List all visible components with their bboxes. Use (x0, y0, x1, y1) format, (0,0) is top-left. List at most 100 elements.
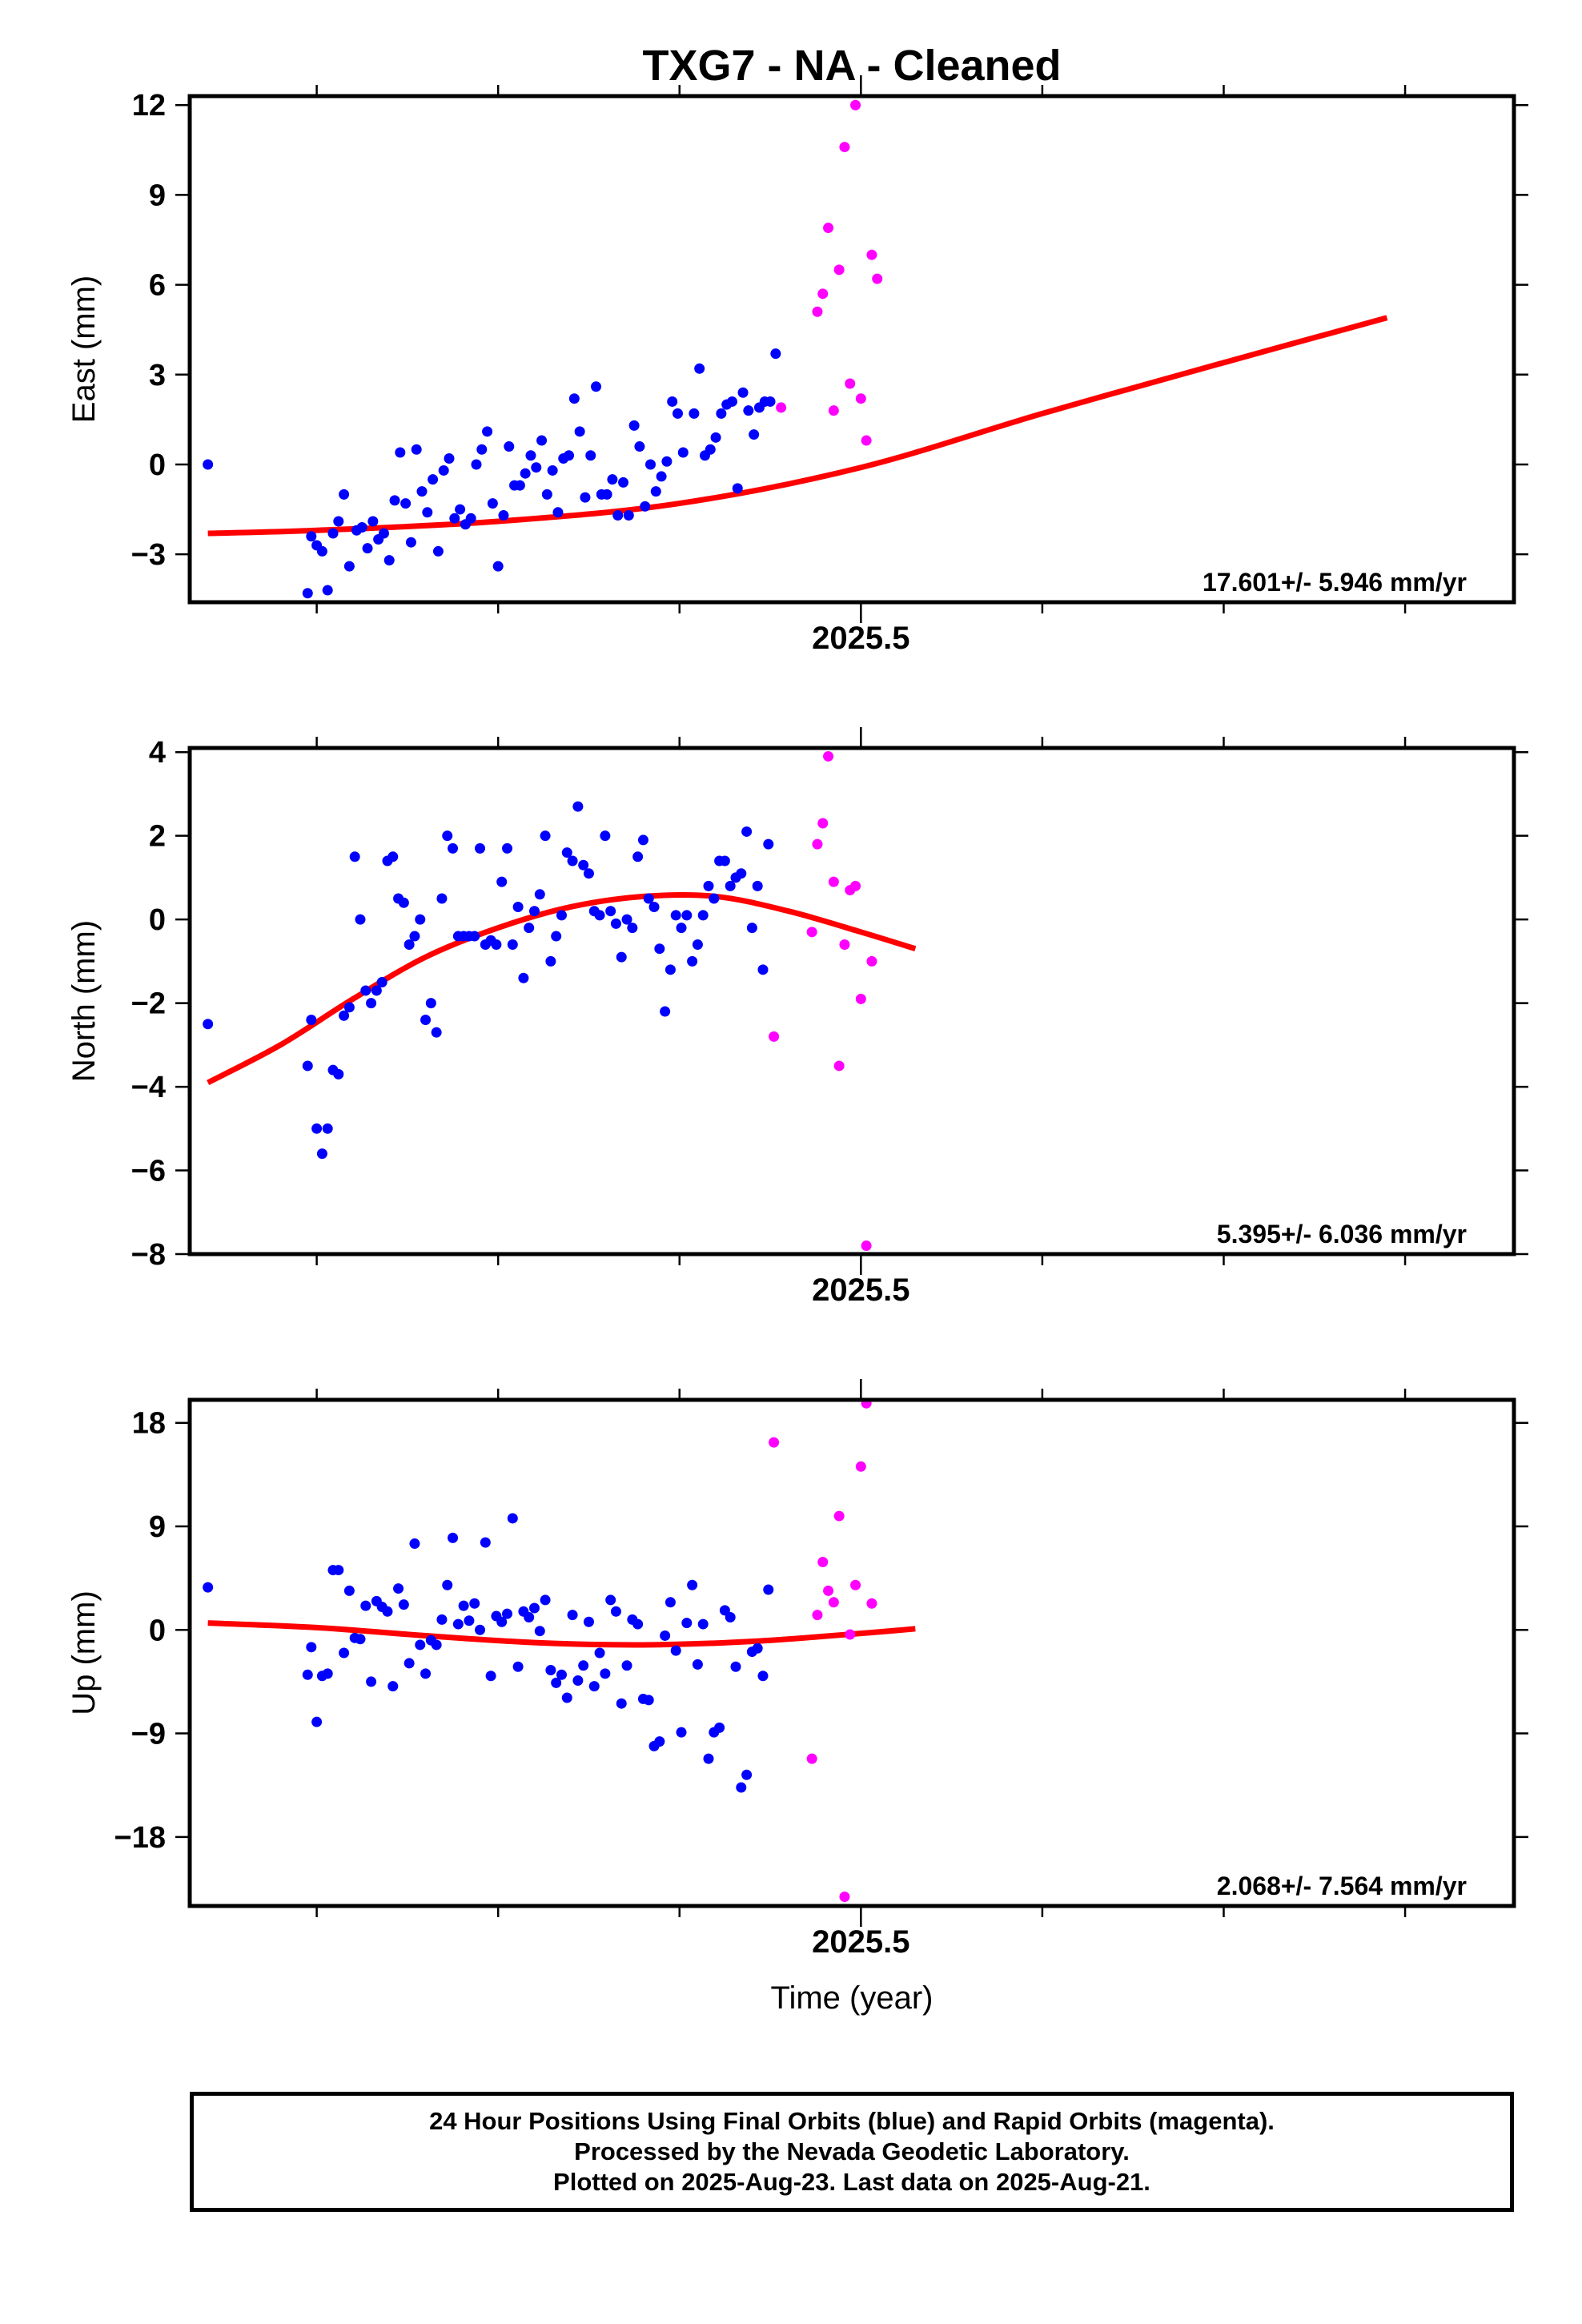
east-final-point (536, 435, 548, 446)
up-final-point (703, 1753, 714, 1764)
east-final-point (585, 450, 596, 461)
east-final-point (405, 537, 416, 548)
up-rapid-point (850, 1579, 861, 1590)
east-final-point (765, 396, 776, 407)
north-final-point (306, 1015, 317, 1026)
up-final-point (306, 1642, 317, 1653)
north-final-point (757, 964, 769, 975)
north-ytick-label: −4 (131, 1071, 166, 1104)
east-final-point (525, 450, 536, 461)
north-final-point (360, 985, 371, 996)
east-final-point (628, 420, 640, 431)
up-final-point (763, 1584, 774, 1595)
north-final-point (583, 868, 594, 879)
up-rapid-point (845, 1629, 856, 1640)
north-final-point (311, 1123, 323, 1134)
north-ytick-label: 4 (149, 736, 166, 770)
east-final-point (471, 459, 482, 470)
east-final-point (732, 483, 743, 494)
up-rapid-point (817, 1557, 829, 1568)
north-data (203, 750, 917, 1252)
up-final-point (676, 1727, 687, 1738)
east-final-point (416, 486, 428, 497)
north-final-point (567, 855, 578, 866)
up-final-point (752, 1642, 763, 1654)
east-final-point (634, 441, 645, 452)
east-final-point (640, 501, 651, 512)
up-final-point (387, 1681, 399, 1692)
up-final-point (605, 1594, 616, 1606)
north-final-point (333, 1068, 344, 1080)
east-final-point (492, 561, 504, 572)
north-final-point (316, 1148, 327, 1160)
north-final-point (415, 914, 426, 925)
east-final-point (339, 489, 350, 500)
up-final-point (736, 1782, 747, 1793)
east-final-point (389, 495, 400, 506)
chart-title: TXG7 - NA - Cleaned (642, 42, 1061, 90)
north-rapid-point (828, 876, 839, 887)
up-final-point (366, 1676, 377, 1687)
up-rapid-point (806, 1753, 817, 1764)
up-rapid-point (861, 1400, 872, 1409)
east-final-point (677, 447, 689, 458)
up-ytick-label: −9 (131, 1718, 166, 1751)
east-final-point (327, 528, 339, 539)
east-final-point (650, 486, 661, 497)
up-rapid-point (812, 1610, 823, 1621)
up-final-point (420, 1668, 432, 1679)
east-final-point (547, 464, 558, 476)
up-final-point (741, 1769, 753, 1780)
east-final-point (601, 489, 612, 500)
up-final-point (507, 1513, 518, 1524)
north-rapid-point (850, 880, 861, 891)
east-final-point (672, 408, 683, 419)
up-final-point (404, 1658, 415, 1669)
north-final-point (697, 910, 709, 921)
east-rapid-point (776, 402, 787, 413)
east-rapid-point (833, 264, 845, 275)
east-xtick-label: 2025.5 (812, 621, 909, 656)
east-final-point (498, 510, 509, 521)
east-final-point (514, 480, 525, 491)
north-rapid-point (817, 818, 829, 829)
up-final-point (343, 1585, 355, 1596)
north-final-point (540, 830, 551, 842)
north-final-point (660, 1006, 671, 1017)
north-final-point (507, 939, 518, 950)
north-final-point (322, 1123, 333, 1134)
north-ylabel: North (mm) (66, 920, 102, 1082)
east-rapid-point (855, 393, 866, 404)
north-final-point (436, 893, 448, 904)
up-final-point (681, 1618, 693, 1629)
footer-line-3: Plotted on 2025-Aug-23. Last data on 202… (553, 2168, 1150, 2196)
east-final-point (749, 429, 760, 440)
east-final-point (656, 471, 667, 482)
north-final-point (632, 851, 644, 862)
up-final-point (697, 1618, 709, 1630)
east-final-point (438, 464, 449, 476)
east-final-point (395, 447, 406, 458)
east-final-point (645, 459, 656, 470)
east-final-point (306, 531, 317, 542)
east-final-point (726, 396, 737, 407)
up-final-point (687, 1579, 698, 1590)
north-final-point (627, 923, 638, 934)
east-final-point (322, 585, 333, 596)
east-ytick-label: 6 (149, 269, 166, 303)
north-rapid-point (866, 955, 877, 967)
north-final-point (648, 901, 660, 912)
north-final-point (681, 910, 693, 921)
up-panel: −18 −9 0 9 18 2025.5 Up (mm) 2.068+/- 7.564 mm/… (66, 1379, 1528, 1960)
east-final-point (302, 588, 313, 599)
north-rapid-point (806, 927, 817, 938)
north-final-point (578, 859, 589, 870)
up-final-point (670, 1645, 681, 1656)
east-rapid-point (828, 405, 839, 416)
east-final-point (378, 528, 389, 539)
north-final-point (420, 1015, 432, 1026)
north-frame (187, 746, 1516, 1256)
up-final-point (567, 1610, 578, 1621)
up-final-point (583, 1616, 594, 1627)
east-ytick-label: 3 (149, 359, 166, 392)
